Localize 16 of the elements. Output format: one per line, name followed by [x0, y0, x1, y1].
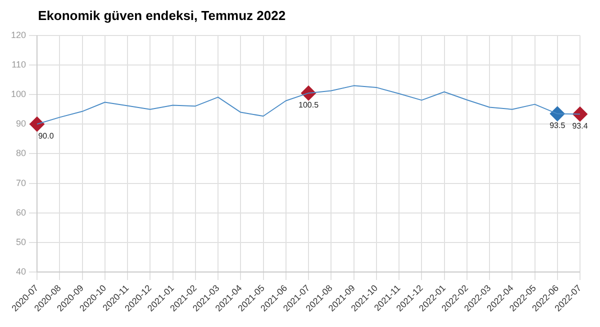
y-tick-label: 60: [16, 207, 26, 218]
y-tick-label: 70: [16, 178, 26, 188]
chart-title: Ekonomik güven endeksi, Temmuz 2022: [38, 8, 287, 23]
y-tick-label: 40: [16, 266, 26, 276]
y-tick-label: 80: [16, 148, 26, 158]
y-tick-label: 120: [10, 30, 26, 40]
y-tick-label: 100: [10, 89, 26, 100]
point: [30, 116, 45, 132]
data-label: 93.4: [572, 121, 588, 130]
point: [572, 106, 588, 122]
y-tick-label: 50: [16, 236, 26, 247]
y-tick-label: 90: [16, 118, 26, 129]
y-tick-label: 110: [12, 59, 26, 70]
data-label: 90.0: [38, 131, 54, 140]
data-label: 93.5: [550, 120, 566, 130]
data-label: 100.5: [298, 100, 320, 110]
